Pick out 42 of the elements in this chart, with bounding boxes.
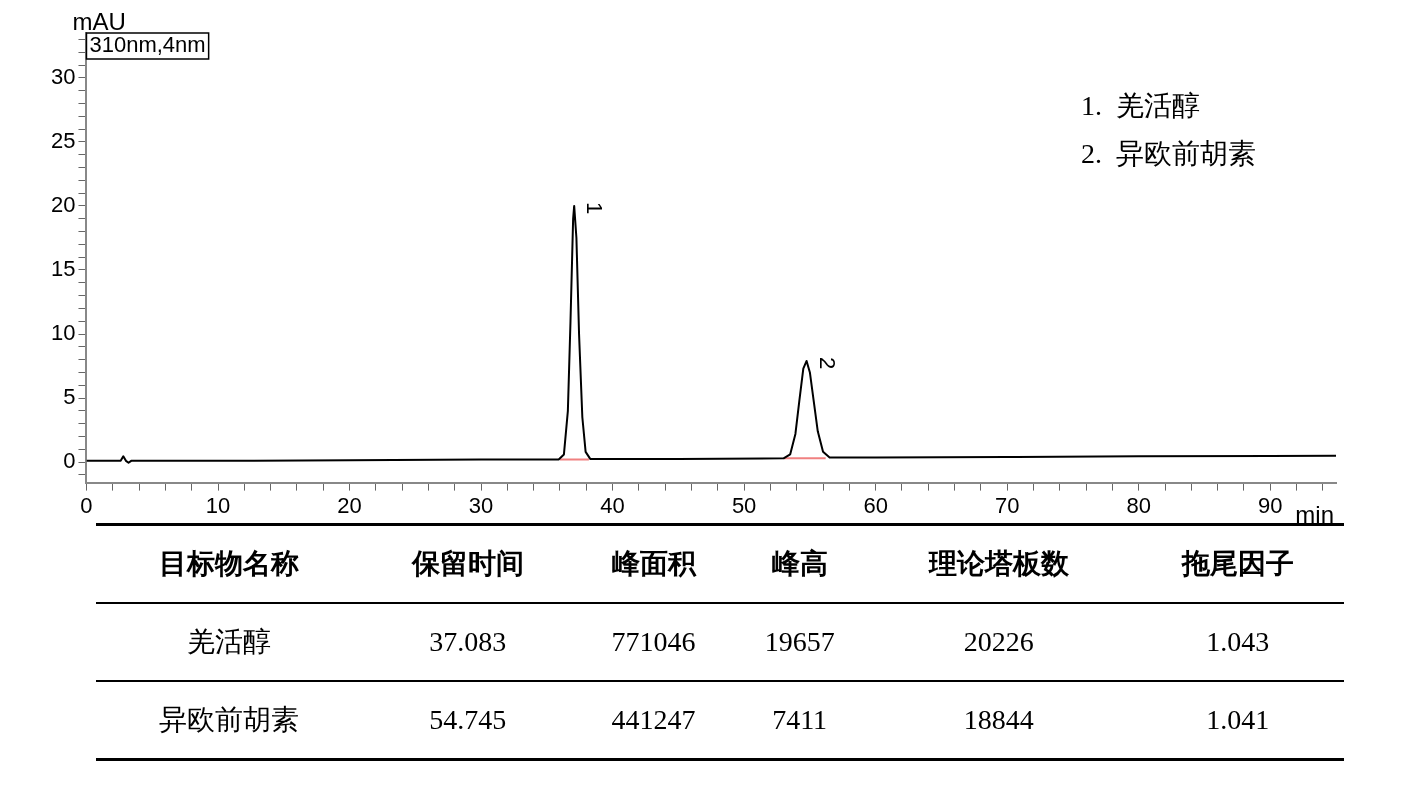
annotation: 310nm,4nm bbox=[89, 32, 206, 58]
text: 771046 bbox=[610, 625, 697, 659]
y-tick-label: 10 bbox=[50, 320, 76, 346]
y-tick-label: 25 bbox=[50, 127, 76, 153]
x-axis-title: min bbox=[1295, 501, 1334, 529]
text: 7411 bbox=[771, 703, 829, 737]
annotation: 1 bbox=[582, 201, 608, 215]
text: 羌活醇 bbox=[185, 625, 272, 659]
text: 54.745 bbox=[428, 703, 508, 737]
x-tick-label: 90 bbox=[1257, 492, 1283, 518]
category-label: 理论塔板数 bbox=[866, 524, 1132, 603]
x-tick-label: 50 bbox=[731, 492, 757, 518]
category-label: 目标物名称 bbox=[96, 524, 362, 603]
y-tick-label: 5 bbox=[63, 384, 76, 410]
x-tick-label: 20 bbox=[337, 492, 362, 518]
annotation: 2. 异欧前胡素 bbox=[1081, 138, 1256, 170]
y-tick-label: 30 bbox=[50, 63, 76, 89]
y-tick-label: 20 bbox=[50, 191, 76, 217]
y-axis-title: mAU bbox=[72, 7, 126, 35]
x-tick-label: 40 bbox=[600, 492, 625, 518]
x-tick-label: 60 bbox=[863, 492, 888, 518]
annotation: 1. 羌活醇 bbox=[1081, 90, 1200, 122]
category-label: 保留时间 bbox=[361, 524, 574, 603]
text: 18844 bbox=[962, 703, 1035, 737]
annotation: 2 bbox=[814, 356, 840, 370]
text: 20226 bbox=[962, 625, 1035, 659]
x-tick-label: 0 bbox=[80, 492, 93, 518]
x-tick-label: 10 bbox=[205, 492, 231, 518]
x-tick-label: 30 bbox=[468, 492, 494, 518]
x-tick-label: 80 bbox=[1126, 492, 1151, 518]
text: 19657 bbox=[763, 625, 836, 659]
category-label: 拖尾因子 bbox=[1181, 548, 1294, 579]
y-tick-label: 15 bbox=[50, 256, 76, 282]
text: 1.043 bbox=[1205, 625, 1271, 659]
y-tick-label: 0 bbox=[63, 448, 76, 474]
x-tick-label: 70 bbox=[994, 492, 1020, 518]
category-label: 峰高 bbox=[733, 524, 867, 603]
category-label: 峰面积 bbox=[573, 524, 734, 603]
text: 异欧前胡素 bbox=[157, 703, 300, 737]
text: 441247 bbox=[610, 703, 697, 737]
text: 1.041 bbox=[1205, 703, 1271, 737]
text: 37.083 bbox=[428, 625, 508, 659]
